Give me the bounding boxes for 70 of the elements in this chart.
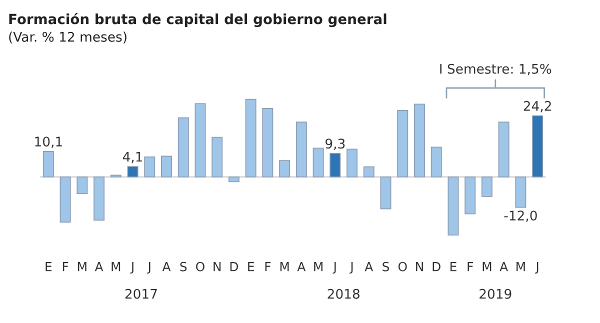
bar: [262, 108, 274, 178]
bar: [228, 176, 240, 182]
x-tick-label: O: [196, 262, 204, 272]
data-label: 9,3: [326, 138, 345, 150]
bar: [127, 166, 138, 178]
x-tick-label: M: [482, 262, 492, 272]
chart-subtitle: (Var. % 12 meses): [9, 32, 126, 44]
x-tick-label: F: [265, 262, 271, 272]
bar: [346, 148, 358, 178]
bar: [42, 150, 54, 178]
bar: [161, 156, 172, 178]
x-tick-label: A: [500, 262, 508, 272]
bar: [178, 117, 189, 178]
bar: [330, 153, 341, 178]
x-tick-label: M: [78, 262, 86, 272]
bar: [363, 166, 374, 178]
text: 2018: [328, 288, 360, 299]
bar: [532, 115, 544, 178]
x-tick-label: E: [248, 262, 254, 272]
x-tick-label: S: [180, 262, 187, 272]
bar: [76, 176, 88, 194]
chart-title: Formación bruta de capital del gobierno general: [9, 12, 386, 28]
bar: [279, 160, 290, 178]
x-tick-label: F: [62, 262, 68, 272]
bar: [414, 104, 425, 178]
x-tick-label: M: [516, 262, 525, 272]
bar: [194, 103, 206, 178]
bar: [212, 136, 223, 178]
x-tick-label: J: [350, 262, 353, 274]
x-tick-label: M: [112, 262, 120, 272]
x-tick-label: M: [314, 262, 322, 272]
bar: [380, 176, 392, 210]
x-tick-label: J: [130, 262, 134, 274]
bar: [60, 176, 71, 223]
bar: [448, 176, 459, 236]
data-label: 4,1: [122, 152, 142, 164]
x-tick-label: J: [332, 262, 336, 274]
x-tick-label: A: [94, 262, 104, 272]
x-tick-label: F: [468, 262, 473, 272]
bar: [312, 148, 324, 178]
bar: [515, 176, 526, 208]
x-tick-label: A: [364, 262, 374, 272]
x-tick-label: S: [382, 262, 390, 272]
x-tick-label: A: [297, 262, 306, 272]
x-tick-label: A: [162, 262, 171, 272]
x-tick-label: E: [450, 262, 456, 272]
bar: [481, 176, 492, 197]
bar: [296, 122, 307, 178]
bar: [94, 176, 105, 221]
data-label: -12,0: [504, 210, 537, 222]
x-tick-label: J: [147, 262, 150, 274]
x-tick-label: J: [535, 262, 538, 274]
x-tick-label: N: [214, 262, 221, 272]
bar: [245, 98, 256, 178]
bar: [498, 122, 510, 178]
data-label: 10,1: [35, 136, 62, 148]
text: 2019: [480, 288, 512, 299]
bar: [430, 146, 442, 178]
data-label: 24,2: [524, 100, 551, 112]
bar: [464, 176, 476, 214]
x-tick-label: M: [280, 262, 289, 272]
text: I Semestre: 1,5%: [440, 64, 552, 76]
text: 2017: [125, 288, 157, 299]
x-tick-label: N: [416, 262, 423, 272]
bar: [397, 110, 408, 178]
x-tick-label: D: [432, 262, 440, 272]
x-tick-label: E: [46, 262, 52, 272]
bar: [144, 156, 156, 178]
x-tick-label: D: [230, 262, 238, 272]
x-tick-label: O: [398, 262, 407, 272]
